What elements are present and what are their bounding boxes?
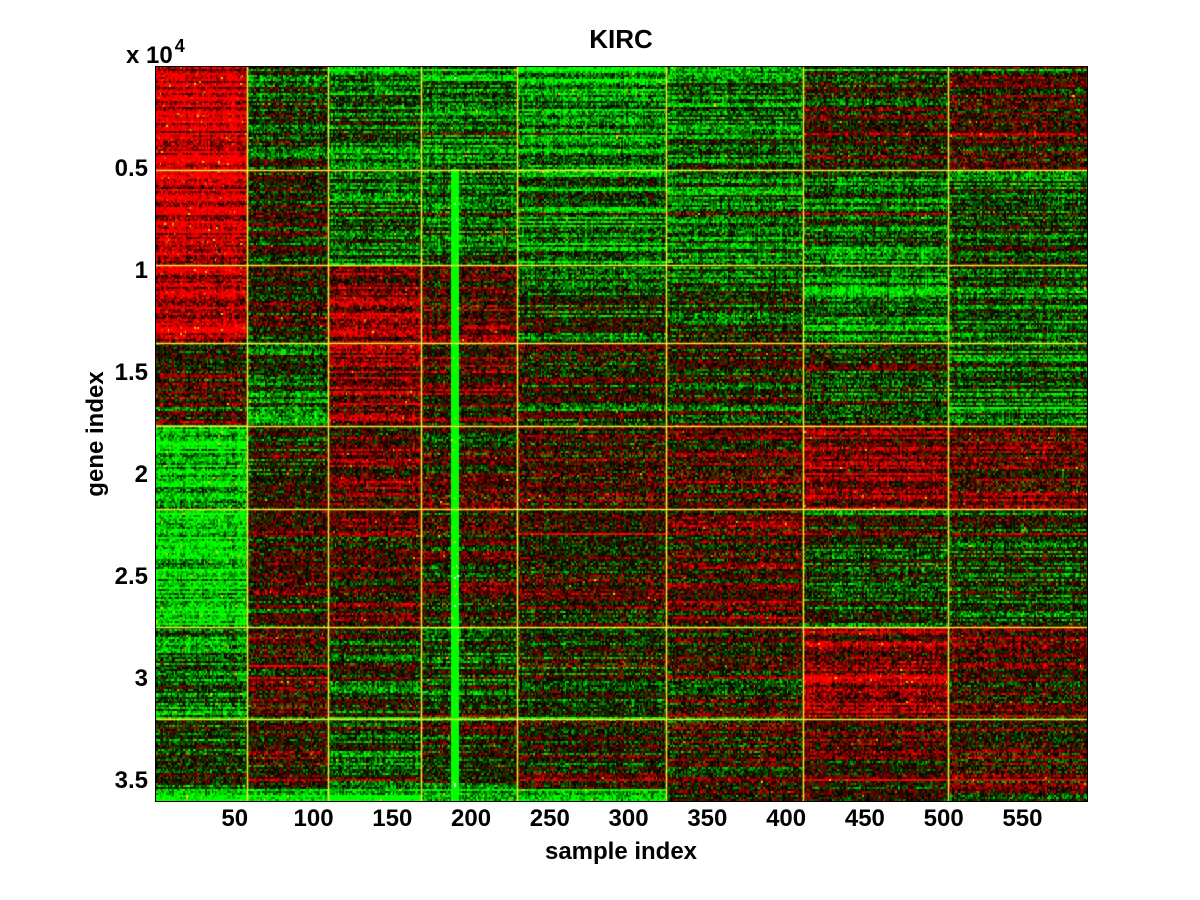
y-tick-label: 1.5: [114, 358, 148, 386]
chart-title: KIRC: [589, 24, 653, 54]
y-axis-multiplier-base: x 10: [126, 42, 173, 69]
plot-area: [155, 66, 1088, 802]
x-tick-label: 550: [1002, 805, 1043, 832]
y-tick-label: 3.5: [114, 766, 148, 794]
y-tick-label: 2: [134, 460, 148, 488]
heatmap-canvas: [156, 67, 1087, 801]
y-tick-label: 3: [134, 664, 148, 692]
x-tick-label: 350: [687, 805, 728, 832]
y-axis-multiplier: x 10 4: [126, 36, 185, 70]
x-tick-label: 500: [923, 805, 964, 832]
x-tick-label: 300: [608, 805, 649, 832]
y-tick-label: 1: [134, 256, 148, 284]
y-tick-label: 0.5: [114, 154, 148, 182]
y-tick-label: 2.5: [114, 562, 148, 590]
x-tick-label: 200: [451, 805, 492, 832]
y-axis-multiplier-exponent: 4: [174, 36, 185, 56]
x-tick-label: 150: [372, 805, 413, 832]
x-tick-label: 100: [293, 805, 334, 832]
x-tick-label: 450: [844, 805, 885, 832]
x-tick-label: 250: [529, 805, 570, 832]
x-tick-label: 50: [221, 805, 249, 832]
x-axis-label: sample index: [544, 838, 698, 865]
x-tick-label: 400: [766, 805, 807, 832]
